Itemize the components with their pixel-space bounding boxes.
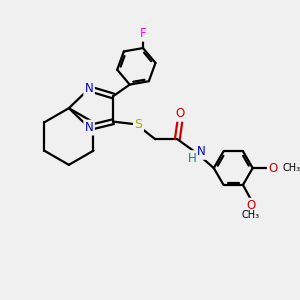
Text: O: O	[268, 162, 278, 175]
Text: O: O	[246, 199, 256, 212]
Text: O: O	[176, 107, 185, 120]
Text: F: F	[140, 27, 146, 40]
Text: S: S	[134, 118, 142, 131]
Text: N: N	[85, 82, 94, 95]
Text: CH₃: CH₃	[283, 163, 300, 173]
Text: N: N	[85, 121, 94, 134]
Text: CH₃: CH₃	[242, 210, 260, 220]
Text: H: H	[188, 152, 196, 165]
Text: N: N	[196, 146, 205, 158]
